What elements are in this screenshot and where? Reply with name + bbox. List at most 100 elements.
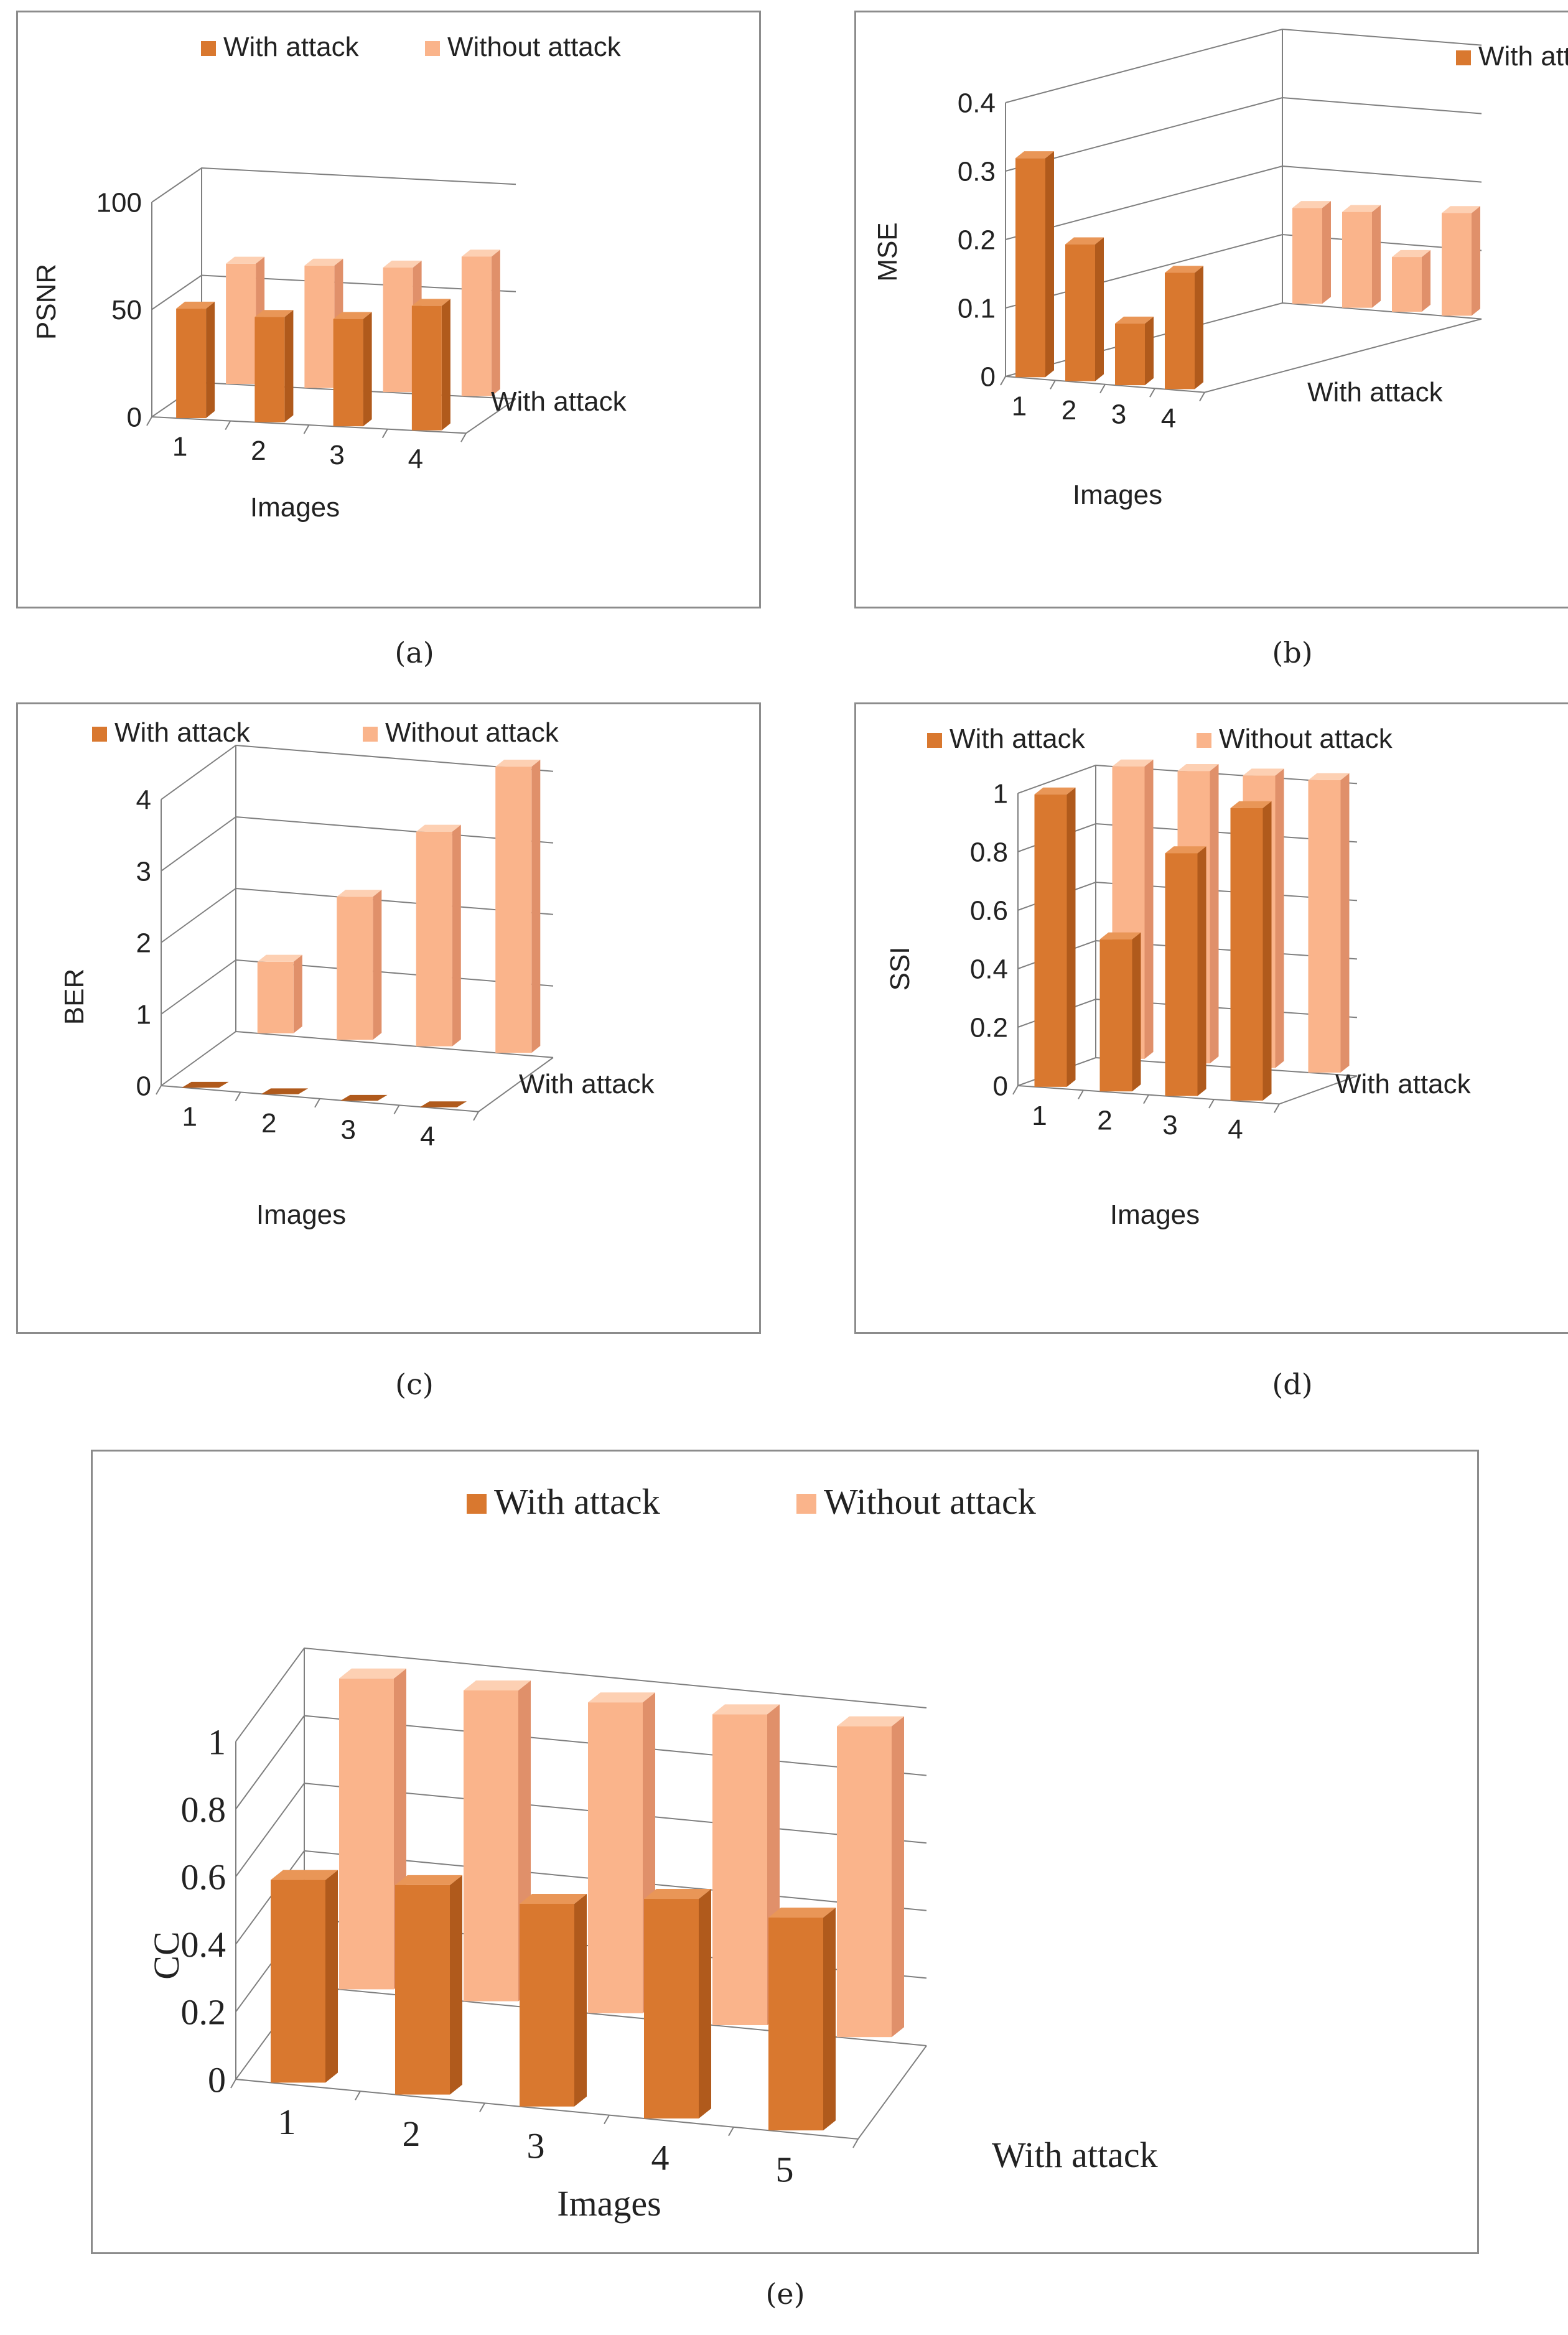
x-tick-mark [728,2127,734,2137]
bar-side [1472,206,1480,316]
bar-front [1034,794,1067,1087]
bar-side [491,249,500,396]
y-tick-label: 0.1 [958,293,996,324]
x-tick-mark [604,2115,610,2125]
legend-swatch [927,733,942,748]
bar-top [1165,266,1203,273]
y-axis-title: MSE [872,222,903,281]
bar-side [1262,801,1272,1101]
x-tick-mark [1050,380,1056,389]
bar-top [464,1680,531,1690]
bar-front [837,1726,892,2038]
y-tick-label: 0.2 [970,1012,1008,1043]
bar-front [176,309,207,419]
y-tick-label: 0.8 [181,1789,226,1830]
bar-side [531,760,541,1053]
bar-top [271,1870,338,1880]
bar-front [1392,257,1422,312]
x-tick-label: 4 [1228,1114,1243,1145]
bar-with-attack-2 [1099,932,1141,1092]
y-tick-label: 3 [136,856,151,887]
x-axis-title: Images [1073,480,1162,510]
bar-side [373,890,382,1040]
bar-top [416,824,461,832]
x-tick-label: 2 [403,2114,421,2154]
x-tick-label: 1 [278,2102,296,2142]
gridline [161,816,554,872]
legend-label: Without attack [447,32,622,62]
ssi-chart-panel: 0 0.2 0.4 0.6 0.8 1 1 2 3 4 Images SSI With attack Wi… [854,702,1568,1334]
bar-top [1243,768,1284,776]
depth-axis-label: With attack [1307,377,1444,408]
y-tick-label: 1 [208,1722,226,1762]
y-tick-label: 0.4 [970,954,1008,984]
bar-with-attack-3 [520,1894,587,2107]
legend-swatch [201,41,216,56]
legend-label: With attack [223,32,360,62]
x-tick-mark [235,1091,241,1101]
y-tick-label: 0 [127,402,142,432]
bar-side [293,954,302,1033]
bar-front [395,1885,450,2095]
bar-top [339,1668,406,1679]
bar-top [1392,249,1430,258]
bar-side [284,310,294,422]
x-tick-mark [479,2102,485,2112]
caption-a: (a) [394,636,434,669]
y-tick-label: 0.4 [181,1924,226,1965]
bar-side [1095,237,1104,381]
bar-front [257,961,294,1033]
bar-with-attack-1 [176,301,215,419]
legend-label: With attack [114,717,251,748]
bar-with-attack-1 [1034,787,1076,1087]
x-tick-mark [1274,1103,1280,1113]
bar-with-attack-5 [768,1908,836,2131]
bar-top [520,1894,587,1904]
bar-with-attack-4 [1230,801,1272,1101]
bar-side [452,824,461,1046]
bar-side [206,301,215,418]
bar-top [1099,932,1141,939]
x-tick-label: 5 [776,2150,794,2190]
bar-top [1177,764,1219,771]
x-axis-title: Images [557,2183,661,2224]
gridline [151,167,516,203]
x-tick-label: 3 [341,1115,356,1145]
bar-top [1065,237,1104,245]
bar-side [1340,773,1350,1073]
y-tick-label: 1 [136,999,151,1030]
bar-front [1292,208,1322,304]
bar-without-attack-2 [464,1680,531,2002]
x-tick-label: 1 [182,1102,197,1132]
y-tick-label: 0 [993,1071,1008,1101]
legend-swatch [796,1494,816,1514]
ber-chart-panel: 0 1 2 3 4 1 2 3 4 Images BER With attack With attack… [16,702,761,1334]
bar-flat [419,1101,467,1107]
bar-front [333,319,363,427]
y-axis-title: PSNR [31,264,62,340]
bar-front [1308,780,1341,1073]
gridline [1005,96,1482,172]
y-tick-label: 0.6 [970,895,1008,926]
bar-front [304,265,335,388]
bar-front [1065,244,1095,381]
y-tick-label: 50 [111,295,142,325]
bar-without-attack-4 [461,249,500,396]
x-tick-label: 4 [1161,403,1176,434]
cc-chart-panel: 0 0.2 0.4 0.6 0.8 1 1 2 3 4 5 Images CC With attack Wi… [91,1450,1479,2254]
bar-top [644,1889,711,1899]
bar-top [837,1716,904,1727]
bar-top [411,299,450,306]
x-tick-mark [303,424,310,434]
bar-front [1015,158,1045,378]
bar-front [383,268,413,393]
bar-front [712,1714,767,2025]
bar-top [1115,316,1154,324]
mse-chart-panel: 0 0.1 0.2 0.3 0.4 1 2 3 4 Images MSE With attack Wit… [854,11,1568,608]
caption-c: (c) [395,1368,434,1401]
bar-top [1165,846,1206,854]
bar-top [1342,205,1381,212]
floor-edge [161,1056,554,1112]
x-tick-label: 3 [329,440,344,470]
y-tick-label: 0.4 [958,88,996,118]
